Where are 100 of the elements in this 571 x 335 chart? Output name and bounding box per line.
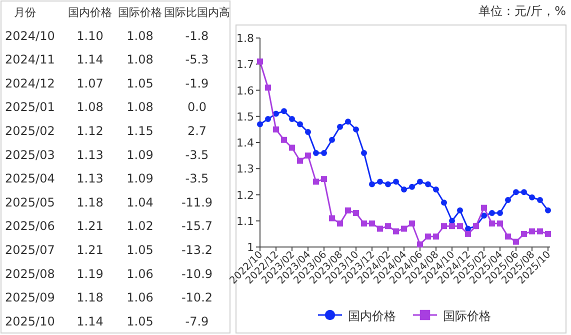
y-tick-label: 2024/12 — [5, 76, 55, 90]
point — [545, 207, 551, 214]
data-label: -5.3 — [185, 52, 209, 67]
point — [425, 234, 431, 240]
data-label: 1.21 — [76, 243, 104, 257]
y-tick-label: 1.3 — [236, 162, 254, 176]
data-label: -10.9 — [181, 266, 213, 281]
legend-label: 国内价格 — [348, 309, 396, 323]
point — [289, 116, 295, 122]
point — [497, 210, 503, 216]
data-label: -3.5 — [185, 172, 209, 186]
y-tick-label: 2024/11 — [5, 52, 55, 67]
y-tick-label: 2025/02 — [5, 124, 55, 138]
point — [353, 126, 359, 132]
point — [505, 196, 511, 203]
y-tick-label: 1.6 — [236, 84, 254, 98]
data-label: 1.13 — [76, 148, 104, 162]
point — [545, 230, 551, 237]
point — [529, 194, 535, 200]
y-tick-label: 2025/10 — [5, 314, 55, 328]
point — [337, 124, 343, 130]
data-label: 1.08 — [76, 100, 104, 114]
data-label: 1.04 — [126, 195, 154, 210]
data-label: 1.08 — [126, 100, 154, 114]
point — [361, 220, 367, 226]
data-label: -1.8 — [185, 28, 209, 43]
text: 单位：元/斤，% — [478, 4, 566, 18]
point — [297, 121, 303, 128]
data-label: -3.5 — [185, 148, 209, 162]
y-tick-label: 2025/01 — [5, 100, 55, 114]
point — [441, 223, 447, 230]
data-label: 1.05 — [126, 314, 154, 328]
point — [321, 176, 327, 182]
point — [513, 238, 519, 245]
point — [425, 181, 431, 188]
point — [465, 230, 471, 237]
point — [481, 212, 487, 219]
point — [513, 189, 519, 196]
point — [337, 220, 343, 226]
point — [409, 184, 415, 190]
point — [497, 220, 503, 226]
point — [417, 241, 423, 248]
point — [313, 150, 319, 156]
y-tick-label: 1.7 — [236, 58, 254, 72]
point — [313, 178, 319, 185]
point — [505, 234, 511, 240]
point — [409, 220, 415, 226]
data-label: -1.9 — [185, 76, 209, 90]
data-label: 0.0 — [187, 100, 207, 114]
data-label: 1.12 — [76, 124, 104, 138]
point — [345, 207, 351, 214]
y-tick-label: 2025/06 — [5, 219, 55, 234]
point — [297, 158, 303, 164]
point — [537, 228, 543, 234]
point — [433, 186, 439, 193]
point — [481, 204, 487, 211]
point — [377, 178, 383, 185]
point — [449, 218, 455, 224]
point — [393, 228, 399, 234]
point — [345, 118, 351, 125]
legend-label: 国际价格 — [443, 309, 491, 323]
point — [281, 136, 287, 143]
point — [369, 220, 375, 226]
data-label: -13.2 — [181, 243, 213, 257]
point — [449, 223, 455, 230]
point — [457, 223, 463, 230]
data-label: 1.13 — [76, 172, 104, 186]
y-tick-label: 1.2 — [236, 188, 254, 202]
point — [537, 196, 543, 203]
data-label: 1.08 — [126, 52, 154, 67]
y-tick-label: 1.4 — [236, 136, 254, 150]
data-label: 1.18 — [76, 195, 104, 210]
point — [385, 181, 391, 188]
y-tick-label: 1.1 — [236, 214, 254, 228]
data-label: 1.19 — [76, 266, 104, 281]
y-axis-title: 月份 — [14, 6, 36, 19]
data-label: 1.10 — [76, 28, 104, 43]
data-label: 1.05 — [126, 243, 154, 257]
y-tick-label: 2025/09 — [5, 290, 55, 305]
y-tick-label: 1.8 — [236, 32, 254, 45]
point — [305, 129, 311, 136]
data-label: 2.7 — [187, 124, 207, 138]
point — [529, 228, 535, 234]
data-label: -7.9 — [185, 314, 209, 328]
data-label: 1.18 — [76, 290, 104, 305]
data-label: 1.14 — [76, 52, 104, 67]
x-tick-label: 国际比国内高 — [164, 6, 230, 19]
point — [377, 226, 383, 232]
y-tick-label: 2024/10 — [5, 28, 55, 43]
point — [441, 200, 447, 206]
point — [289, 144, 295, 151]
data-label: 1.09 — [126, 148, 154, 162]
data-label: 1.08 — [126, 28, 154, 43]
point — [401, 226, 407, 232]
point — [257, 58, 263, 65]
point — [369, 181, 375, 188]
x-tick-label: 国内价格 — [68, 6, 112, 19]
point — [273, 126, 279, 132]
point — [385, 223, 391, 230]
point — [329, 215, 335, 222]
